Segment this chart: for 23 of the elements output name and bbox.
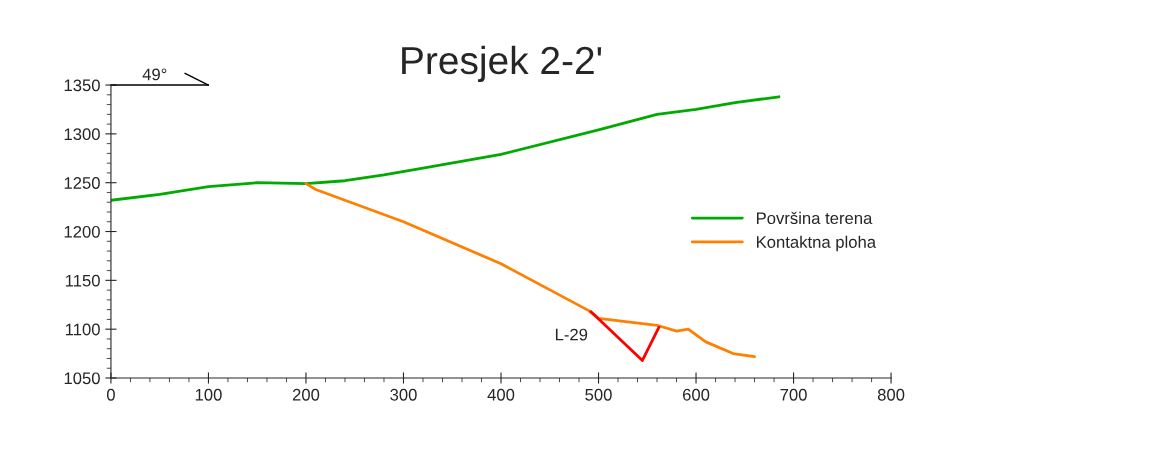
legend-label: Kontaktna ploha bbox=[756, 235, 877, 252]
y-tick-label: 1350 bbox=[64, 79, 100, 92]
y-tick-label: 1200 bbox=[64, 225, 100, 238]
x-tick-label: 200 bbox=[292, 388, 320, 401]
y-tick-label: 1150 bbox=[65, 274, 100, 287]
x-tick-label: 500 bbox=[585, 388, 612, 401]
x-tick-label: 400 bbox=[487, 388, 515, 401]
x-tick-label: 800 bbox=[877, 388, 905, 401]
annotation: L-29 bbox=[555, 328, 588, 341]
x-tick-label: 300 bbox=[390, 388, 417, 401]
x-tick-label: 0 bbox=[106, 388, 115, 401]
y-tick-label: 1100 bbox=[65, 323, 100, 336]
x-tick-label: 700 bbox=[780, 388, 807, 401]
x-tick-label: 100 bbox=[195, 388, 222, 401]
line-series bbox=[304, 182, 756, 358]
legend-label: Površina terena bbox=[756, 211, 873, 225]
y-tick-label: 1300 bbox=[64, 128, 100, 141]
y-tick-label: 1050 bbox=[64, 372, 100, 385]
x-tick-label: 600 bbox=[682, 388, 710, 401]
y-tick-label: 1250 bbox=[64, 177, 100, 189]
line-series bbox=[110, 95, 781, 202]
chart-title: Presjek 2-2' bbox=[402, 45, 602, 83]
text: 49° bbox=[142, 68, 167, 81]
